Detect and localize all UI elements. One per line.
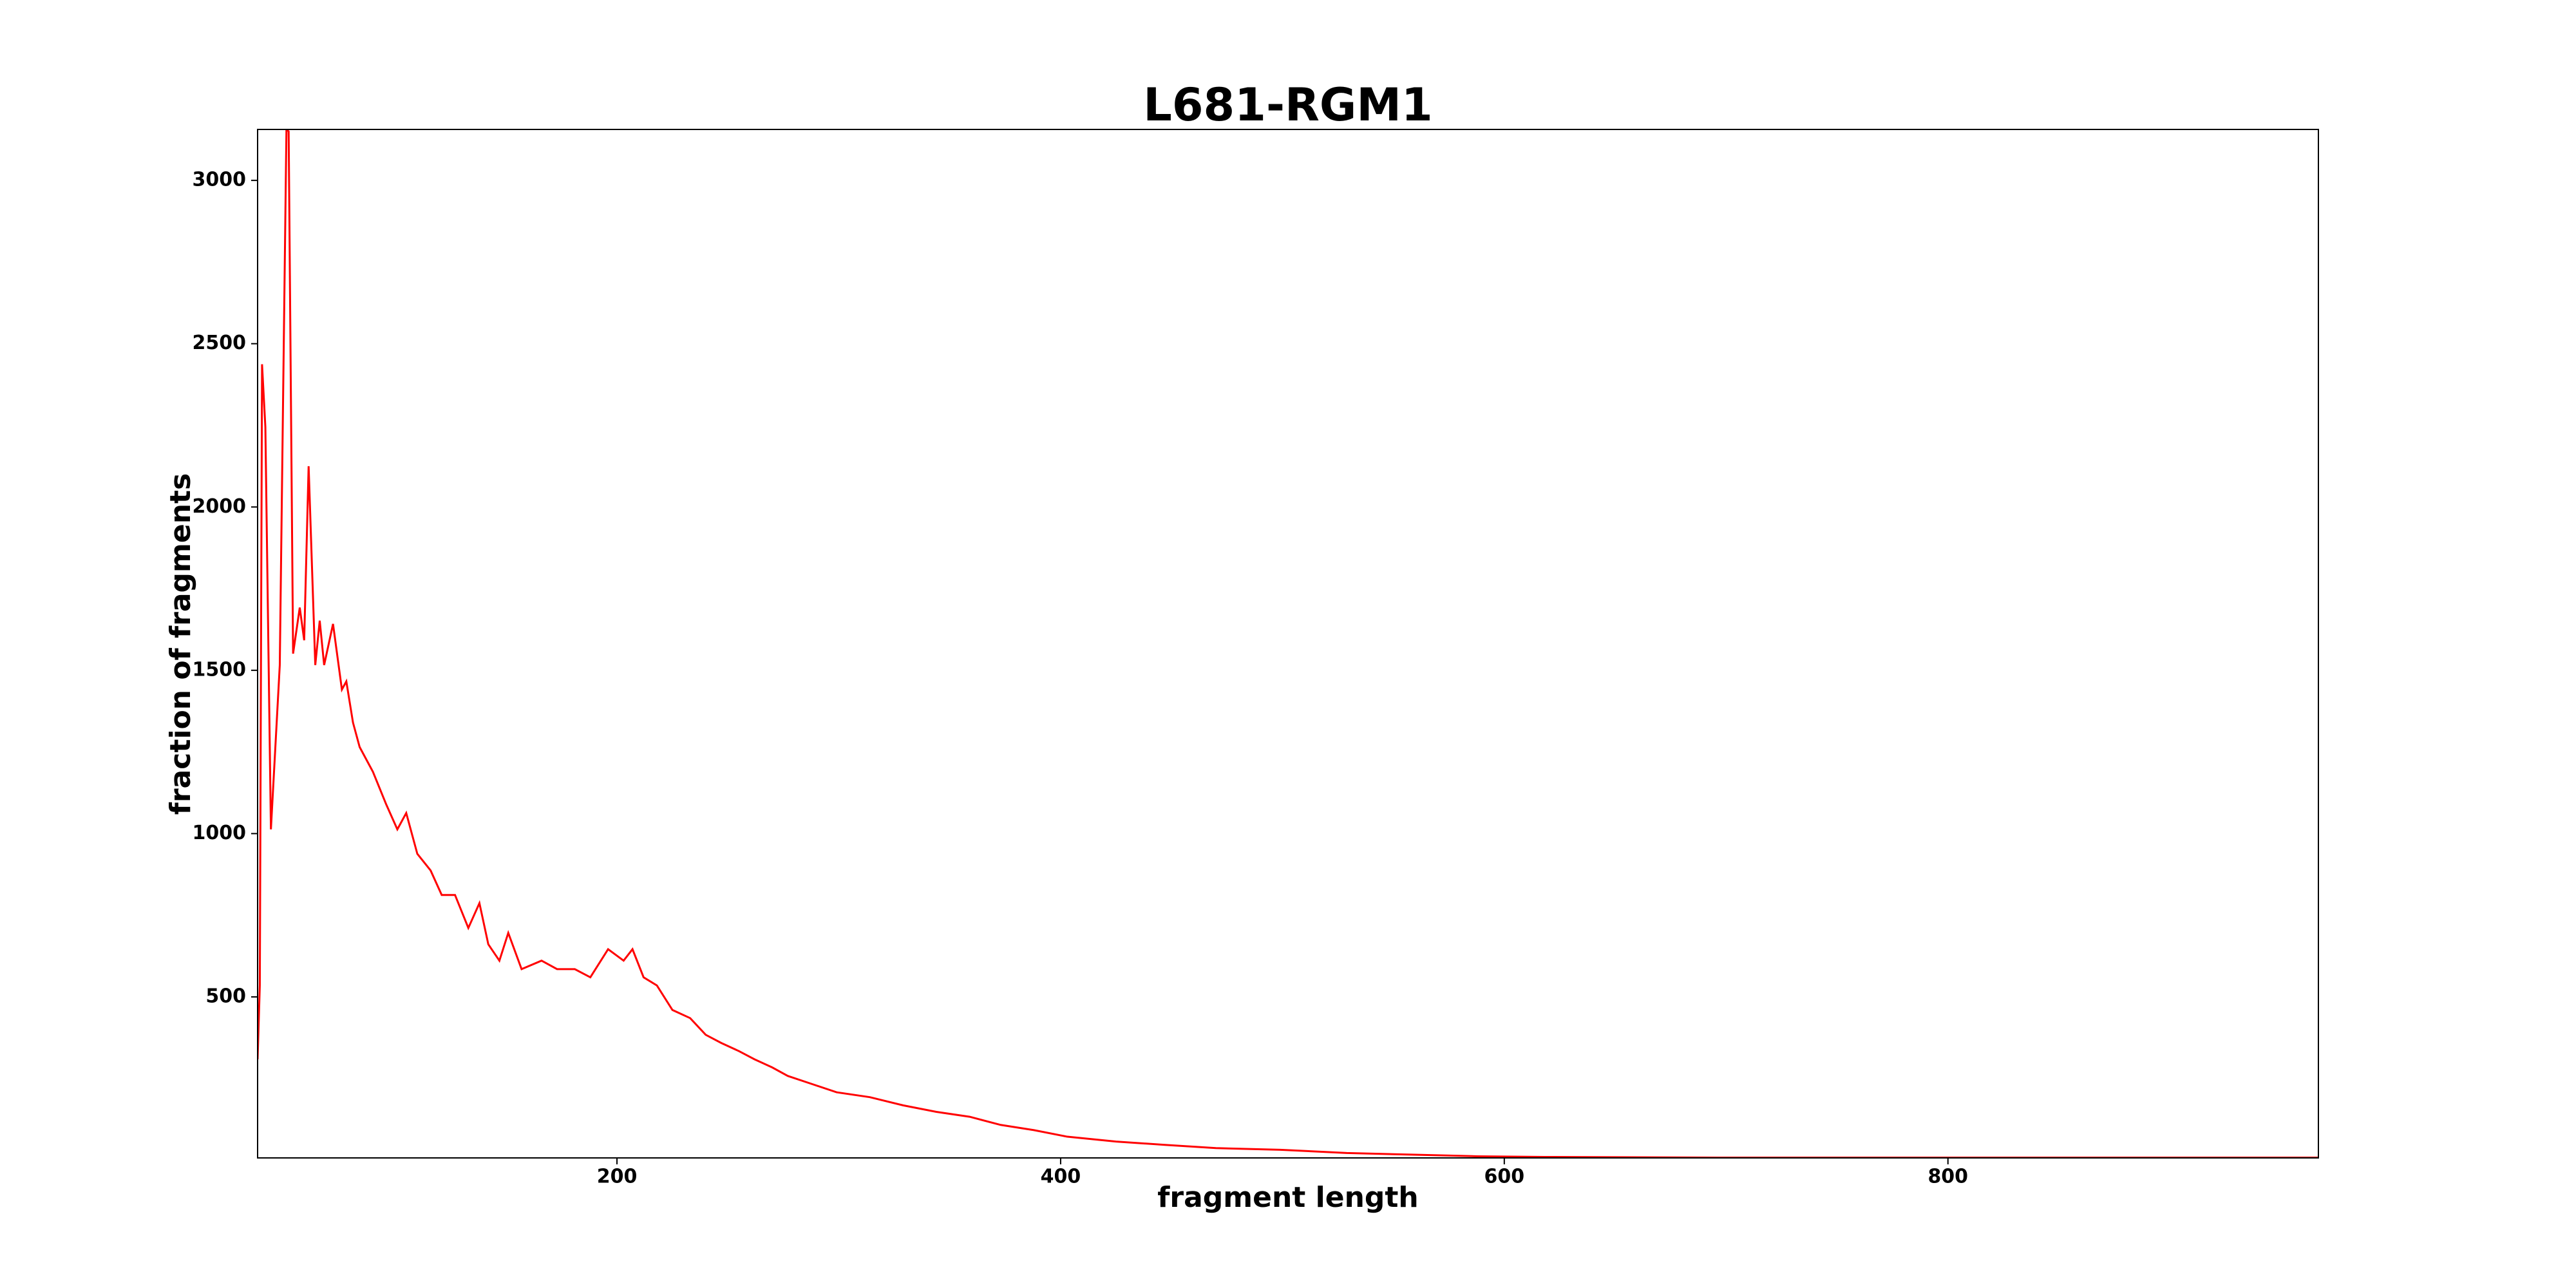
- x-tick-label: 600: [1484, 1166, 1525, 1188]
- y-tick-label: 2500: [193, 332, 247, 354]
- data-line: [258, 129, 2318, 1158]
- x-tick-label: 400: [1041, 1166, 1081, 1188]
- x-tick-label: 800: [1927, 1166, 1968, 1188]
- y-axis-label: fraction of fragments: [164, 473, 197, 815]
- y-tick-label: 2000: [193, 495, 247, 518]
- plot-frame: [257, 129, 2319, 1159]
- y-tick-label: 500: [205, 985, 246, 1007]
- y-tick-label: 1500: [193, 658, 247, 681]
- y-tick-label: 3000: [193, 169, 247, 191]
- y-tick-label: 1000: [193, 822, 247, 844]
- chart-title: L681-RGM1: [1143, 79, 1433, 131]
- x-tick-label: 200: [597, 1166, 638, 1188]
- x-axis-label: fragment length: [1157, 1181, 1419, 1214]
